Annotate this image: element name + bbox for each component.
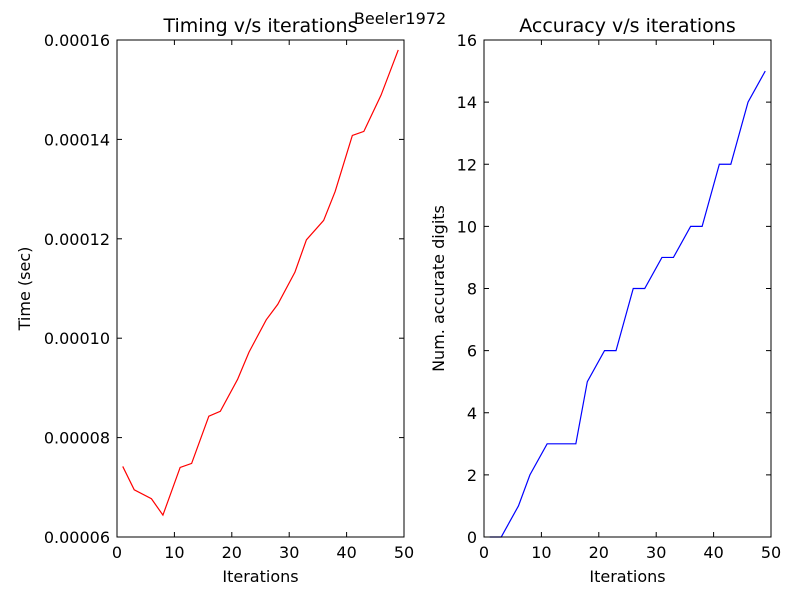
timing-y-tick-label: 0.00016 — [44, 31, 110, 50]
accuracy-x-tick-label: 30 — [646, 543, 666, 562]
accuracy-y-tick-label: 12 — [457, 155, 477, 174]
accuracy-y-tick-label: 4 — [467, 404, 477, 423]
accuracy-y-tick-label: 8 — [467, 280, 477, 299]
accuracy-series-line-0 — [489, 70, 766, 538]
timing-y-tick-label: 0.00008 — [44, 429, 110, 448]
accuracy-y-tick-label: 0 — [467, 528, 477, 547]
timing-x-tick-label: 50 — [394, 543, 414, 562]
timing-x-tick-label: 30 — [279, 543, 299, 562]
timing-series-line-0 — [122, 49, 399, 517]
timing-x-tick-label: 20 — [222, 543, 242, 562]
accuracy-x-axis-label: Iterations — [589, 567, 665, 586]
timing-axes-frame — [116, 39, 405, 538]
accuracy-y-axis-label: Num. accurate digits — [429, 205, 448, 372]
timing-x-tick-label: 0 — [112, 543, 122, 562]
timing-x-axis-label: Iterations — [222, 567, 298, 586]
timing-y-tick-label: 0.00012 — [44, 230, 110, 249]
timing-x-tick-label: 40 — [336, 543, 356, 562]
timing-y-axis-label: Time (sec) — [15, 247, 34, 332]
accuracy-x-tick-label: 0 — [479, 543, 489, 562]
accuracy-x-tick-label: 10 — [531, 543, 551, 562]
accuracy-y-tick-label: 6 — [467, 342, 477, 361]
timing-x-tick-label: 10 — [164, 543, 184, 562]
timing-chart-title: Timing v/s iterations — [163, 15, 358, 37]
accuracy-plot: 0 10 20 30 40 50 0 2 4 6 8 10 12 14 16 Accuracy v/s ite… — [429, 15, 781, 586]
timing-plot: 0 10 20 30 40 50 0.00006 0.00008 0.00010 0.00012 0… — [15, 15, 414, 586]
accuracy-chart-title: Accuracy v/s iterations — [519, 15, 736, 37]
accuracy-x-tick-label: 40 — [703, 543, 723, 562]
timing-y-tick-label: 0.00006 — [44, 528, 110, 547]
accuracy-y-tick-label: 16 — [457, 31, 477, 50]
timing-y-tick-label: 0.00010 — [44, 329, 110, 348]
accuracy-y-tick-label: 10 — [457, 217, 477, 236]
accuracy-y-tick-label: 14 — [457, 93, 477, 112]
timing-y-tick-label: 0.00014 — [44, 130, 110, 149]
accuracy-x-tick-label: 50 — [761, 543, 781, 562]
accuracy-y-tick-label: 2 — [467, 466, 477, 485]
figure-suptitle: Beeler1972 — [354, 9, 446, 28]
accuracy-x-tick-label: 20 — [589, 543, 609, 562]
